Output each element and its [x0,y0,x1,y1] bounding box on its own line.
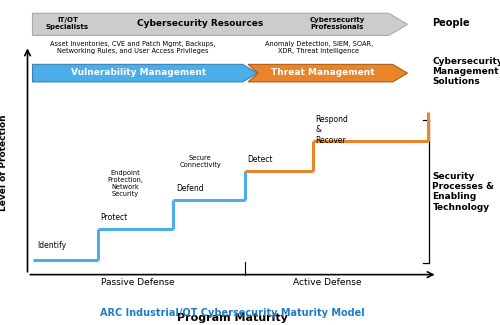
Text: Cybersecurity
Management
Solutions: Cybersecurity Management Solutions [432,57,500,86]
Text: Active Defense: Active Defense [293,278,362,287]
PathPatch shape [32,13,408,35]
Text: ARC Industrial/OT Cybersecurity Maturity Model: ARC Industrial/OT Cybersecurity Maturity… [100,308,365,318]
Text: Respond
&
Recover: Respond & Recover [315,115,348,145]
Text: Level of Protection: Level of Protection [0,114,8,211]
Text: Asset Inventories, CVE and Patch Mgmt, Backups,
Networking Rules, and User Acces: Asset Inventories, CVE and Patch Mgmt, B… [50,41,215,54]
Text: Secure
Connectivity: Secure Connectivity [179,155,221,168]
Text: Endpoint
Protection,
Network
Security: Endpoint Protection, Network Security [107,170,143,197]
Text: Defend: Defend [176,184,204,193]
Text: Cybersecurity Resources: Cybersecurity Resources [137,19,263,28]
Text: Security
Processes &
Enabling
Technology: Security Processes & Enabling Technology [432,172,494,212]
Text: People: People [432,19,470,28]
Text: Identify: Identify [38,241,66,250]
Text: Threat Management: Threat Management [270,68,374,77]
Text: Protect: Protect [100,213,127,222]
Text: Detect: Detect [248,155,273,164]
PathPatch shape [248,64,408,82]
Text: Anomaly Detection, SIEM, SOAR,
XDR, Threat Intelligence: Anomaly Detection, SIEM, SOAR, XDR, Thre… [265,41,373,54]
Text: Program Maturity: Program Maturity [177,313,288,323]
PathPatch shape [32,64,258,82]
Text: Vulnerability Management: Vulnerability Management [72,68,206,77]
Text: IT/OT
Specialists: IT/OT Specialists [46,17,89,30]
Text: Passive Defense: Passive Defense [100,278,174,287]
Text: Cybersecurity
Professionals: Cybersecurity Professionals [310,17,365,30]
